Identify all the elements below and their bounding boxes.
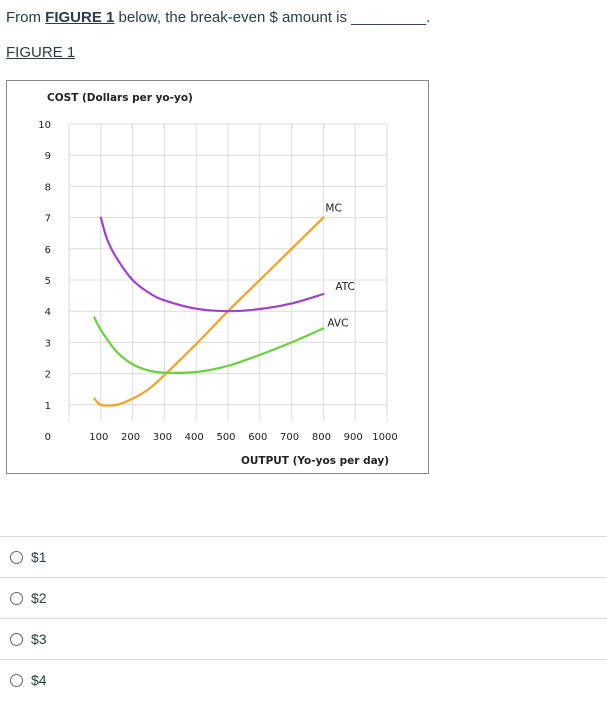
y-tick-label: 1 [45,401,51,412]
x-tick-label: 800 [312,432,331,443]
x-tick-label: 900 [344,432,363,443]
series-label-atc: ATC [335,281,355,293]
answer-label: $4 [31,672,47,688]
radio-icon[interactable] [10,591,23,605]
question-prefix: From [6,9,46,26]
y-tick-label: 0 [45,432,51,443]
x-tick-label: 100 [89,432,108,443]
radio-icon[interactable] [10,673,23,687]
answer-option-3[interactable]: $3 [0,618,607,659]
x-tick-label: 700 [280,432,299,443]
series-line-mc [93,216,325,407]
y-tick-label: 6 [45,245,51,256]
x-tick-label: 1000 [372,432,397,443]
y-tick-label: 4 [45,307,51,318]
series-label-mc: MC [325,203,341,215]
series-label-avc: AVC [327,317,348,329]
answer-label: $3 [31,631,47,647]
x-tick-label: 300 [153,432,172,443]
x-tick-label: 400 [185,432,204,443]
x-axis-title: OUTPUT (Yo-yos per day) [241,455,389,467]
series-line-avc [93,316,325,374]
figure-label: FIGURE 1 [6,44,76,61]
x-tick-label: 200 [121,432,140,443]
y-tick-label: 2 [45,370,51,381]
y-tick-label: 5 [45,276,51,287]
radio-icon[interactable] [10,632,23,646]
y-axis-title: COST (Dollars per yo-yo) [47,92,193,104]
series-line-atc [99,216,325,313]
x-tick-label: 600 [248,432,267,443]
answer-option-1[interactable]: $1 [0,536,607,577]
y-tick-label: 7 [45,214,51,225]
radio-icon[interactable] [10,550,23,564]
y-tick-label: 10 [38,120,51,131]
x-tick-label: 500 [216,432,235,443]
y-tick-label: 9 [45,151,51,162]
y-tick-label: 3 [45,338,51,349]
question-suffix: below, the break-even $ amount is ______… [114,9,431,26]
question-text: From FIGURE 1 below, the break-even $ am… [6,9,430,26]
answer-list: $1 $2 $3 $4 [0,536,607,700]
answer-label: $1 [31,549,47,565]
y-tick-label: 8 [45,182,51,193]
figure-link[interactable]: FIGURE 1 [45,9,115,26]
answer-label: $2 [31,590,47,606]
answer-option-2[interactable]: $2 [0,577,607,618]
figure-1: 0 1 2 3 4 5 6 7 8 9 10 100 200 300 400 500 600 700 800 900 1… [6,80,429,474]
cost-curves-chart: 0 1 2 3 4 5 6 7 8 9 10 100 200 300 400 500 600 700 800 900 1… [38,92,397,467]
answer-option-4[interactable]: $4 [0,659,607,700]
